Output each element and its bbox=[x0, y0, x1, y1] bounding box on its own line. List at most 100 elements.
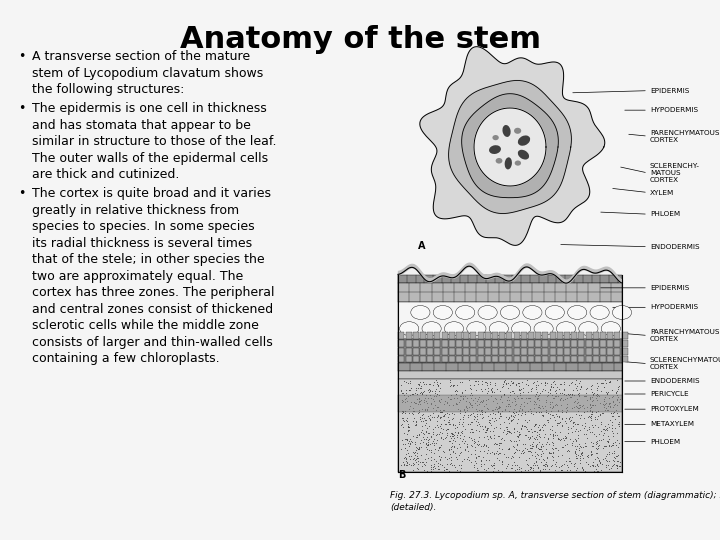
Point bbox=[513, 382, 525, 390]
Point bbox=[420, 427, 432, 436]
Point bbox=[599, 442, 611, 451]
Point bbox=[550, 386, 562, 395]
Point bbox=[441, 465, 452, 474]
Bar bbox=[549, 340, 556, 347]
Point bbox=[587, 441, 598, 450]
Point bbox=[608, 457, 620, 465]
Point bbox=[456, 427, 467, 436]
Point bbox=[473, 406, 485, 415]
Point bbox=[558, 378, 570, 387]
Point bbox=[405, 461, 416, 469]
Bar bbox=[413, 356, 419, 362]
Point bbox=[466, 424, 477, 433]
Point bbox=[562, 390, 574, 399]
Point bbox=[540, 445, 552, 454]
Point bbox=[429, 401, 441, 409]
Point bbox=[590, 401, 601, 409]
Point bbox=[420, 419, 431, 428]
Point bbox=[544, 440, 555, 448]
Point bbox=[418, 457, 429, 466]
Point bbox=[535, 451, 546, 460]
Point bbox=[442, 409, 454, 418]
Point bbox=[433, 387, 444, 396]
Point bbox=[564, 456, 575, 465]
Point bbox=[494, 431, 505, 440]
Point bbox=[595, 459, 606, 468]
Point bbox=[554, 385, 565, 394]
Bar bbox=[593, 340, 599, 347]
Point bbox=[445, 377, 456, 386]
Point bbox=[525, 443, 536, 452]
Point bbox=[597, 379, 608, 388]
Point bbox=[603, 447, 615, 456]
Point bbox=[454, 392, 466, 400]
Point bbox=[510, 401, 521, 410]
Point bbox=[401, 436, 413, 445]
Point bbox=[445, 456, 456, 464]
Point bbox=[533, 444, 544, 453]
Point bbox=[484, 416, 495, 424]
Point bbox=[526, 407, 537, 415]
Point bbox=[459, 406, 470, 414]
Point bbox=[476, 456, 487, 465]
Text: PHLOEM: PHLOEM bbox=[650, 438, 680, 444]
Point bbox=[428, 395, 439, 403]
Point bbox=[454, 431, 465, 440]
Point bbox=[443, 425, 454, 434]
Point bbox=[469, 376, 480, 385]
Point bbox=[562, 400, 573, 408]
Point bbox=[534, 425, 546, 434]
Ellipse shape bbox=[505, 157, 512, 170]
Point bbox=[421, 433, 433, 442]
Point bbox=[537, 411, 549, 420]
Point bbox=[513, 427, 525, 436]
Point bbox=[591, 438, 603, 447]
Point bbox=[413, 454, 424, 462]
Bar bbox=[485, 340, 491, 347]
Point bbox=[480, 396, 491, 405]
Bar bbox=[449, 356, 455, 362]
Point bbox=[610, 452, 621, 461]
Point bbox=[487, 383, 498, 392]
Bar bbox=[398, 348, 405, 355]
Point bbox=[544, 384, 556, 393]
Point bbox=[418, 466, 429, 475]
Point bbox=[608, 441, 619, 449]
Point bbox=[567, 437, 579, 445]
Point bbox=[588, 429, 599, 438]
Ellipse shape bbox=[433, 306, 452, 319]
Point bbox=[518, 440, 529, 449]
Point bbox=[557, 442, 569, 451]
Point bbox=[577, 466, 588, 475]
Point bbox=[574, 454, 585, 462]
Point bbox=[591, 383, 603, 392]
Point bbox=[459, 392, 470, 400]
Point bbox=[403, 404, 415, 413]
Point bbox=[539, 462, 551, 470]
Point bbox=[464, 383, 476, 392]
Point bbox=[535, 378, 546, 387]
Point bbox=[482, 404, 494, 413]
Point bbox=[438, 416, 450, 424]
Point bbox=[601, 389, 613, 398]
Point bbox=[418, 410, 429, 419]
Point bbox=[577, 443, 589, 451]
Point bbox=[474, 410, 485, 418]
Point bbox=[467, 391, 478, 400]
Point bbox=[572, 464, 583, 472]
Point bbox=[534, 426, 545, 435]
Text: PROTOXYLEM: PROTOXYLEM bbox=[650, 406, 698, 412]
Point bbox=[586, 388, 598, 397]
Point bbox=[613, 462, 625, 471]
Point bbox=[441, 431, 453, 440]
Bar bbox=[434, 333, 441, 339]
Point bbox=[436, 429, 448, 437]
Point bbox=[423, 435, 434, 444]
Bar bbox=[542, 348, 549, 355]
Point bbox=[514, 430, 526, 438]
Point bbox=[570, 458, 581, 467]
Bar bbox=[607, 333, 613, 339]
Point bbox=[612, 443, 624, 452]
Point bbox=[432, 381, 444, 389]
Point bbox=[417, 426, 428, 435]
